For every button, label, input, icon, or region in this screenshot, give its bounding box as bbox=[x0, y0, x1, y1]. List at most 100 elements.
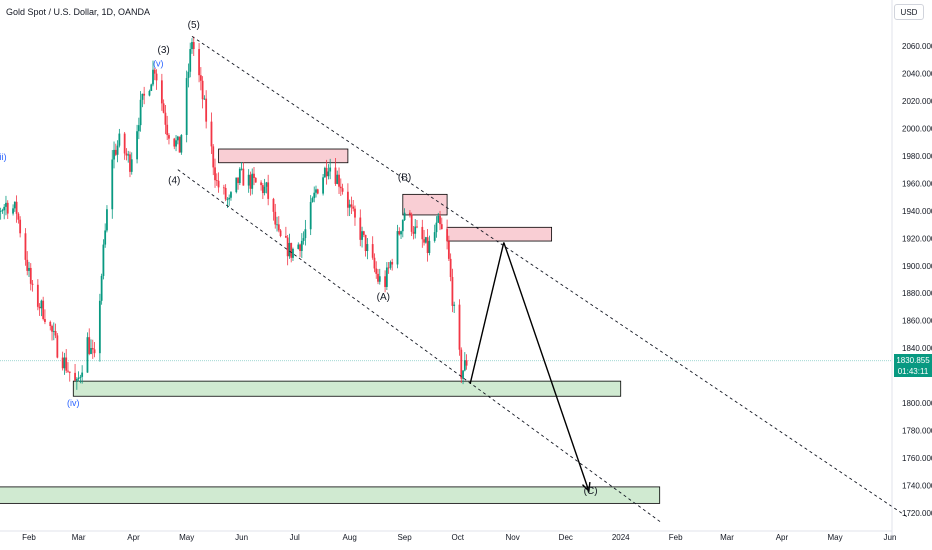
candle-body bbox=[428, 240, 431, 253]
candle-body bbox=[52, 330, 55, 332]
candle-body bbox=[129, 154, 131, 172]
wave-label: (5) bbox=[188, 20, 200, 31]
candle-body bbox=[13, 201, 16, 209]
candle-body bbox=[63, 357, 66, 369]
candle-body bbox=[378, 276, 381, 282]
candle-body bbox=[315, 189, 317, 193]
candle-body bbox=[267, 182, 270, 199]
chart-title: Gold Spot / U.S. Dollar, 1D, OANDA bbox=[6, 7, 151, 17]
candle-body bbox=[0, 210, 2, 212]
wave-label: (v) bbox=[153, 59, 164, 69]
price-tick-label: 2000.000 bbox=[902, 124, 932, 133]
time-tick-label: Mar bbox=[72, 533, 86, 542]
candle-body bbox=[350, 204, 353, 207]
resistance-zone bbox=[402, 193, 448, 216]
candle-body bbox=[384, 276, 386, 287]
candle-body bbox=[449, 258, 452, 277]
candle-body bbox=[398, 231, 401, 235]
candle-body bbox=[364, 234, 367, 252]
candle-body bbox=[212, 146, 215, 168]
price-tick-label: 2060.000 bbox=[902, 42, 932, 51]
candle-body bbox=[288, 242, 291, 257]
candle-body bbox=[311, 198, 314, 202]
candle-body bbox=[336, 174, 339, 184]
wave-label: (3) bbox=[158, 45, 170, 56]
candle-body bbox=[327, 171, 330, 177]
time-tick-label: May bbox=[828, 533, 843, 542]
candle-body bbox=[408, 212, 411, 215]
candle-body bbox=[114, 149, 117, 155]
candle-body bbox=[102, 244, 105, 276]
candle-body bbox=[93, 349, 96, 354]
candle-body bbox=[86, 337, 89, 373]
candle-body bbox=[338, 174, 340, 187]
price-tick-label: 1920.000 bbox=[902, 234, 932, 243]
price-tick-label: 1960.000 bbox=[902, 179, 932, 188]
candle-body bbox=[465, 360, 468, 366]
candle-body bbox=[141, 93, 144, 100]
price-tick-label: 1860.000 bbox=[902, 317, 932, 326]
candle-body bbox=[153, 69, 156, 74]
support-zone bbox=[0, 486, 661, 504]
candle-body bbox=[462, 370, 464, 379]
candle-body bbox=[403, 212, 406, 221]
candle-body bbox=[276, 224, 278, 226]
price-tick-label: 1720.000 bbox=[902, 509, 932, 518]
projection-leg bbox=[469, 242, 505, 385]
candle-body bbox=[447, 241, 450, 259]
candle-body bbox=[203, 98, 206, 100]
candle-body bbox=[90, 347, 92, 354]
resistance-zone bbox=[446, 226, 553, 242]
price-axis[interactable]: 2060.000 2040.000 2020.000 2000.000 1980.000… bbox=[891, 0, 932, 540]
candle-body bbox=[139, 99, 142, 126]
candle-body bbox=[228, 197, 231, 200]
candle-body bbox=[284, 236, 287, 238]
candle-body bbox=[152, 69, 154, 85]
candle-body bbox=[286, 237, 289, 257]
candle-body bbox=[166, 124, 169, 136]
candle-body bbox=[339, 186, 342, 189]
candle-body bbox=[185, 78, 188, 135]
candle-body bbox=[224, 187, 227, 200]
candle-body bbox=[61, 357, 64, 369]
candle-body bbox=[400, 231, 402, 235]
price-tick-label: 1740.000 bbox=[902, 482, 932, 491]
candle-body bbox=[136, 131, 138, 160]
candle-body bbox=[377, 273, 379, 282]
candle-body bbox=[238, 168, 241, 184]
candle-body bbox=[348, 204, 351, 208]
wave-label: (iii) bbox=[0, 152, 7, 162]
candle-body bbox=[74, 372, 76, 381]
candle-body bbox=[414, 226, 417, 234]
candle-body bbox=[88, 337, 91, 354]
candle-body bbox=[36, 284, 39, 307]
candle-body bbox=[100, 275, 103, 301]
currency-selector[interactable]: USD bbox=[894, 4, 924, 20]
candle-body bbox=[148, 90, 151, 96]
candle-body bbox=[143, 93, 146, 96]
candle-body bbox=[240, 168, 243, 170]
time-tick-label: Apr bbox=[127, 533, 140, 542]
wave-label: (A) bbox=[377, 292, 390, 303]
time-axis[interactable]: Feb Mar Apr May Jun Jul Aug Sep Oct Nov Dec 2024 Feb… bbox=[0, 530, 896, 542]
candle-body bbox=[412, 231, 415, 234]
candle-body bbox=[309, 201, 312, 230]
candle-body bbox=[237, 177, 239, 184]
candle-body bbox=[130, 159, 133, 172]
candle-body bbox=[274, 211, 277, 225]
candle-body bbox=[391, 262, 394, 265]
candle-body bbox=[210, 121, 213, 147]
candle-body bbox=[292, 248, 294, 258]
price-tick-label: 1900.000 bbox=[902, 262, 932, 271]
candle-body bbox=[247, 174, 250, 186]
candle-body bbox=[164, 112, 167, 125]
wave-label: (4) bbox=[168, 175, 180, 186]
candle-body bbox=[453, 304, 456, 306]
last-price-badge: 1830.855 01:43:11 bbox=[894, 354, 932, 377]
candle-body bbox=[24, 233, 27, 260]
candle-body bbox=[334, 167, 337, 184]
price-tick-label: 2040.000 bbox=[902, 69, 932, 78]
candle-body bbox=[205, 98, 208, 122]
candle-body bbox=[439, 215, 441, 225]
